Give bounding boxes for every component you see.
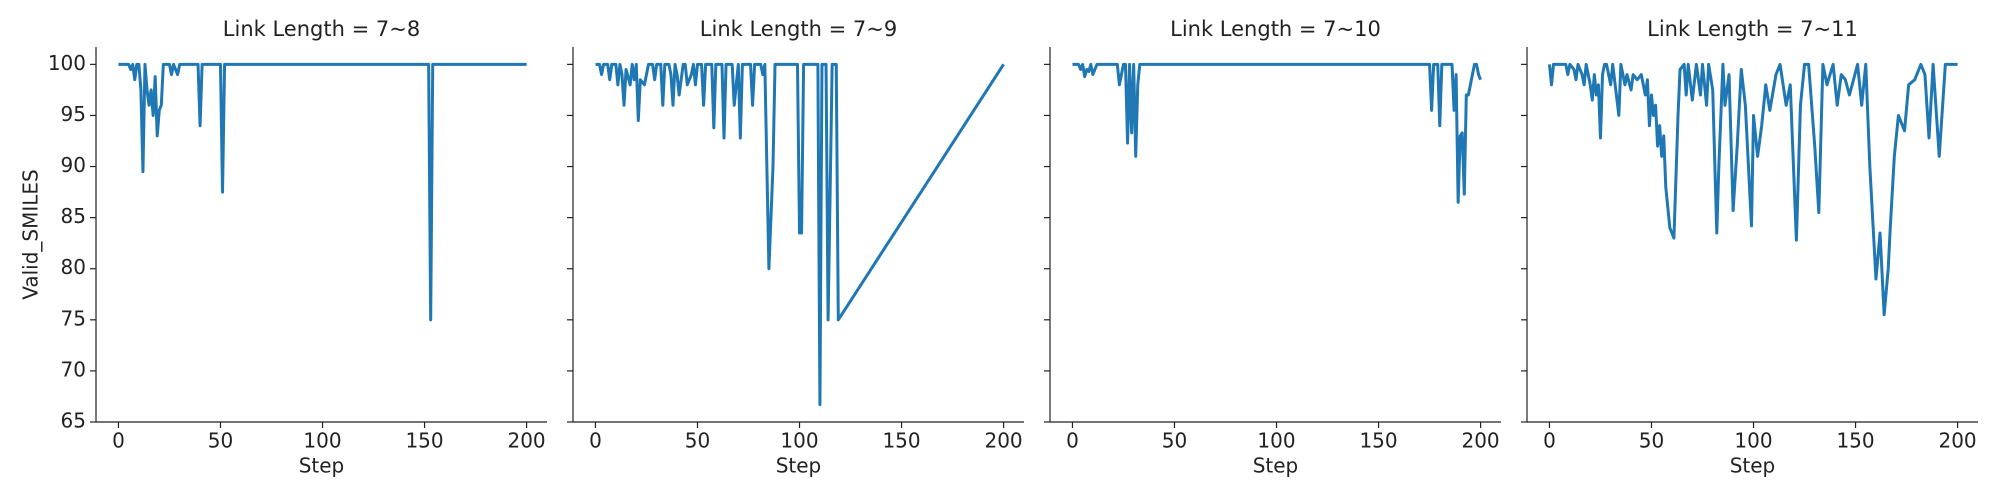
- x-tick-label: 0: [589, 429, 602, 453]
- x-tick-label: 200: [1938, 429, 1976, 453]
- y-tick-label: 75: [61, 306, 86, 330]
- x-tick-label: 150: [1836, 429, 1874, 453]
- line-series: [595, 62, 1005, 407]
- x-tick-label: 100: [303, 429, 341, 453]
- line-series: [118, 62, 527, 322]
- x-tick-label: 0: [112, 429, 125, 453]
- x-tick-label: 0: [1543, 429, 1556, 453]
- y-tick-label: 80: [61, 255, 86, 279]
- x-tick-label: 50: [208, 429, 233, 453]
- y-tick-label: 70: [61, 357, 86, 381]
- x-tick-label: 150: [405, 429, 443, 453]
- x-axis-label: Step: [1730, 454, 1776, 478]
- panel-title: Link Length = 7~10: [1170, 17, 1381, 41]
- x-tick-label: 200: [1461, 429, 1499, 453]
- line-series: [1072, 62, 1482, 204]
- y-tick-label: 85: [61, 204, 86, 228]
- x-axis-label: Step: [776, 454, 822, 478]
- y-tick-label: 100: [48, 51, 86, 75]
- x-tick-label: 50: [1162, 429, 1187, 453]
- y-tick-label: 95: [61, 102, 86, 126]
- x-axis-label: Step: [299, 454, 345, 478]
- panel-title: Link Length = 7~8: [223, 17, 420, 41]
- x-tick-label: 100: [1734, 429, 1772, 453]
- x-tick-label: 100: [780, 429, 818, 453]
- x-tick-label: 150: [1359, 429, 1397, 453]
- line-series: [1547, 62, 1958, 317]
- x-tick-label: 0: [1066, 429, 1079, 453]
- x-tick-label: 200: [984, 429, 1022, 453]
- x-tick-label: 200: [507, 429, 545, 453]
- x-tick-label: 150: [882, 429, 920, 453]
- x-axis-label: Step: [1253, 454, 1299, 478]
- y-axis-label: Valid_SMILES: [19, 169, 43, 300]
- y-tick-label: 90: [61, 153, 86, 177]
- panel-title: Link Length = 7~11: [1647, 17, 1858, 41]
- x-tick-label: 100: [1257, 429, 1295, 453]
- x-tick-label: 50: [685, 429, 710, 453]
- y-tick-label: 65: [61, 409, 86, 433]
- panel-title: Link Length = 7~9: [700, 17, 897, 41]
- x-tick-label: 50: [1639, 429, 1664, 453]
